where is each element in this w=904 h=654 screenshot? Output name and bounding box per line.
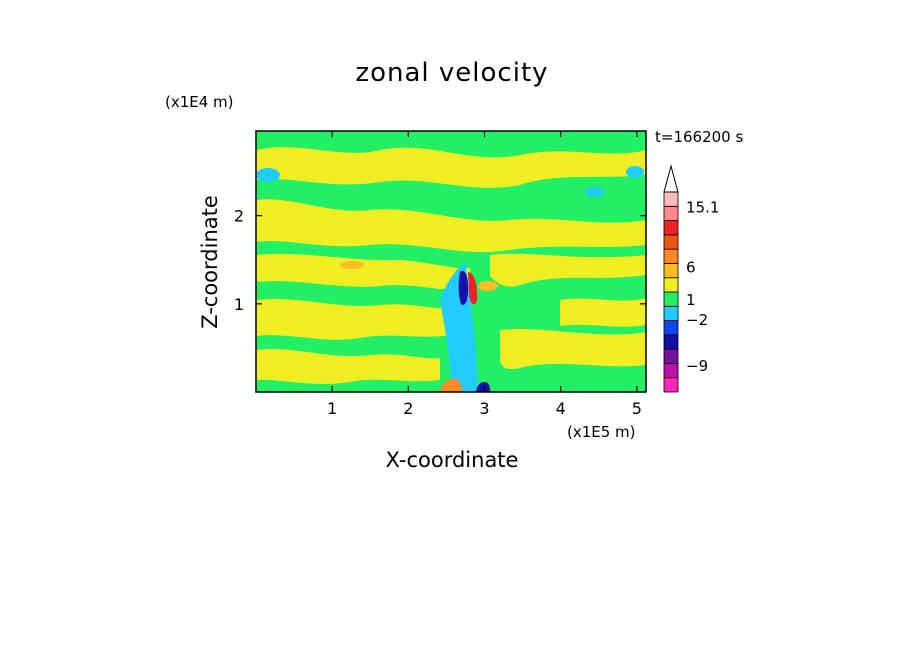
cyan-spot-1 xyxy=(256,168,280,182)
colorbar-segment xyxy=(663,291,679,307)
cyan-plume xyxy=(440,262,478,392)
colorbar-segment xyxy=(663,334,679,350)
y-tick-label: 2 xyxy=(234,207,244,226)
x-tick-label: 2 xyxy=(403,399,413,418)
colorbar-extension-arrow xyxy=(663,164,679,193)
colorbar-segment xyxy=(663,348,679,364)
colorbar-segment xyxy=(663,277,679,293)
yellow-band-1 xyxy=(256,147,646,188)
colorbar-segment xyxy=(663,234,679,250)
colorbar: 15.1 6 1 −2 −9 xyxy=(663,164,719,393)
colorbar-segment xyxy=(663,205,679,221)
colorbar-label: 6 xyxy=(686,258,696,276)
colorbar-label: −2 xyxy=(686,311,708,329)
yellow-band-2 xyxy=(256,199,646,253)
colorbar-label: −9 xyxy=(686,357,708,375)
orange-spot-2 xyxy=(478,281,498,291)
y-axis-label: Z-coordinate xyxy=(198,195,222,329)
red-jet-core xyxy=(468,272,478,305)
colorbar-segment xyxy=(663,263,679,279)
colorbar-label: 1 xyxy=(686,291,696,309)
yellow-band-8 xyxy=(500,328,646,370)
x-tick-label: 5 xyxy=(632,399,642,418)
yellow-band-4 xyxy=(490,253,646,287)
blue-surface-blob xyxy=(476,382,491,392)
colorbar-segment xyxy=(663,248,679,264)
x-tick-label: 4 xyxy=(556,399,566,418)
cyan-spot-2 xyxy=(585,187,605,197)
orange-surface-blob xyxy=(440,378,462,392)
yellow-band-5 xyxy=(256,298,450,340)
y-tick-label: 1 xyxy=(234,295,244,314)
time-label: t=166200 s xyxy=(655,128,744,146)
colorbar-segment xyxy=(663,320,679,336)
y-axis-ticks: 12 xyxy=(234,207,646,314)
contour-field xyxy=(256,147,646,392)
cyan-spot-3 xyxy=(626,166,644,178)
yellow-band-7 xyxy=(256,348,440,384)
blue-jet-core xyxy=(458,270,468,306)
colorbar-label: 15.1 xyxy=(686,199,719,217)
x-axis-label: X-coordinate xyxy=(385,448,519,472)
chart-title: zonal velocity xyxy=(355,58,549,88)
orange-spot-1 xyxy=(340,261,364,269)
colorbar-segment xyxy=(663,220,679,236)
x-axis-ticks: 1 2 3 4 5 xyxy=(327,131,642,418)
colorbar-segment xyxy=(663,305,679,321)
colorbar-segment xyxy=(663,363,679,379)
x-tick-label: 3 xyxy=(479,399,489,418)
yellow-band-6 xyxy=(560,298,646,327)
plot-frame xyxy=(255,130,647,393)
colorbar-segment xyxy=(663,377,679,393)
x-tick-label: 1 xyxy=(327,399,337,418)
colorbar-segment xyxy=(663,191,679,207)
y-unit-label: (x1E4 m) xyxy=(165,93,234,111)
yellow-band-3 xyxy=(256,253,470,291)
x-unit-label: (x1E5 m) xyxy=(567,423,636,441)
